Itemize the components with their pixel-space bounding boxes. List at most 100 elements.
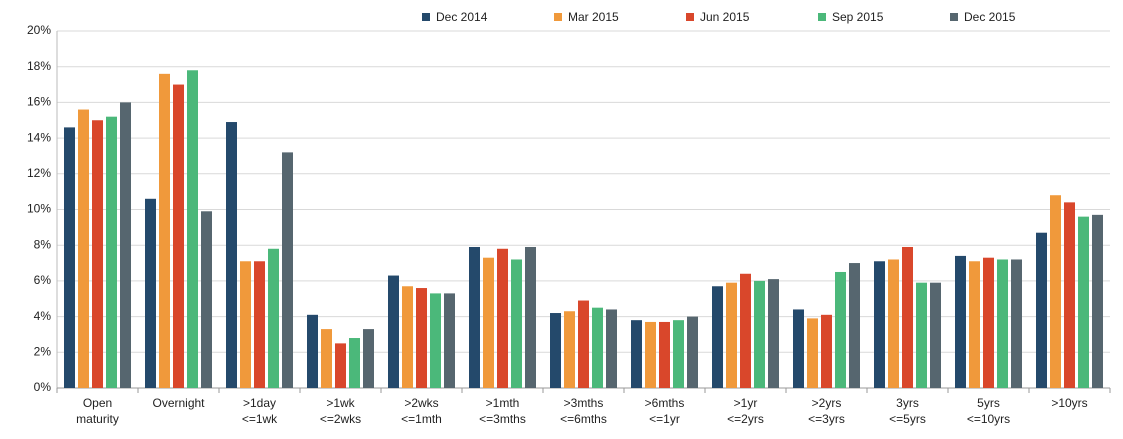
bar (92, 120, 103, 388)
bar (201, 211, 212, 388)
x-tick-label: >1wk (326, 396, 355, 410)
x-tick-label: >10yrs (1051, 396, 1087, 410)
bar (402, 286, 413, 388)
x-tick-label: <=3yrs (808, 412, 845, 426)
bar (1036, 232, 1047, 388)
bar (497, 248, 508, 388)
legend-label: Jun 2015 (700, 10, 750, 24)
bar (712, 286, 723, 388)
x-tick-label: >1day (243, 396, 276, 410)
bar (430, 293, 441, 388)
x-tick-label: <=1mth (401, 412, 442, 426)
bar (592, 307, 603, 388)
bar (726, 282, 737, 388)
bar (444, 293, 455, 388)
x-tick-label: 5yrs (977, 396, 1000, 410)
bar (821, 314, 832, 388)
x-tick-label: >3mths (564, 396, 604, 410)
bar (187, 70, 198, 389)
bar (673, 320, 684, 388)
bar (631, 320, 642, 388)
x-tick-label: 3yrs (896, 396, 919, 410)
x-tick-label: <=6mths (560, 412, 607, 426)
bar (120, 102, 131, 389)
x-tick-label: <=1wk (242, 412, 278, 426)
bar (807, 318, 818, 388)
bar (483, 257, 494, 388)
x-tick-label: >6mths (645, 396, 685, 410)
y-tick-label: 8% (34, 237, 52, 251)
bar (145, 198, 156, 388)
legend-label: Sep 2015 (832, 10, 884, 24)
bar (578, 300, 589, 388)
x-tick-label: Open (83, 396, 112, 410)
bar (754, 280, 765, 388)
legend-label: Dec 2014 (436, 10, 488, 24)
bar (874, 261, 885, 388)
x-tick-label: <=5yrs (889, 412, 926, 426)
legend-swatch (818, 13, 826, 21)
legend-swatch (554, 13, 562, 21)
x-tick-label: maturity (76, 412, 119, 426)
y-tick-label: 16% (27, 95, 51, 109)
bar (349, 338, 360, 388)
bar (969, 261, 980, 388)
x-tick-label: <=10yrs (967, 412, 1010, 426)
bar (335, 343, 346, 388)
x-tick-label: <=3mths (479, 412, 526, 426)
x-tick-label: <=2yrs (727, 412, 764, 426)
x-tick-label: <=1yr (649, 412, 680, 426)
bar (78, 109, 89, 388)
y-tick-label: 4% (34, 309, 52, 323)
bar (64, 127, 75, 388)
bar (173, 84, 184, 389)
bar (226, 122, 237, 388)
x-tick-label: <=2wks (320, 412, 361, 426)
legend-swatch (422, 13, 430, 21)
bar (606, 309, 617, 388)
bar (106, 116, 117, 389)
bar (240, 261, 251, 388)
bar (983, 257, 994, 388)
bar (916, 282, 927, 388)
y-tick-label: 6% (34, 273, 52, 287)
bar (363, 329, 374, 388)
y-tick-label: 20% (27, 23, 51, 37)
bar (321, 329, 332, 388)
y-tick-label: 12% (27, 166, 51, 180)
bar (1050, 195, 1061, 388)
y-tick-label: 14% (27, 130, 51, 144)
bar (525, 246, 536, 388)
bar (645, 321, 656, 388)
x-tick-label: >1yr (734, 396, 758, 410)
bar (902, 246, 913, 388)
y-tick-label: 10% (27, 202, 51, 216)
bar (793, 309, 804, 388)
bar (687, 316, 698, 388)
bar (388, 275, 399, 388)
legend-swatch (686, 13, 694, 21)
bar (955, 255, 966, 388)
bar (564, 311, 575, 388)
x-tick-label: Overnight (152, 396, 205, 410)
bar (768, 279, 779, 388)
bar (997, 259, 1008, 388)
bar (282, 152, 293, 388)
bar (930, 282, 941, 388)
x-tick-label: >2wks (404, 396, 438, 410)
bar (268, 248, 279, 388)
bar (416, 288, 427, 388)
bar (835, 271, 846, 388)
bar (469, 246, 480, 388)
x-tick-label: >2yrs (812, 396, 842, 410)
bar (1092, 214, 1103, 388)
y-tick-label: 18% (27, 59, 51, 73)
x-tick-label: >1mth (486, 396, 520, 410)
bar (1078, 216, 1089, 388)
bar (1011, 259, 1022, 388)
bar (1064, 202, 1075, 388)
bar (159, 73, 170, 388)
y-tick-label: 2% (34, 344, 52, 358)
bar (849, 263, 860, 388)
bar (307, 314, 318, 388)
